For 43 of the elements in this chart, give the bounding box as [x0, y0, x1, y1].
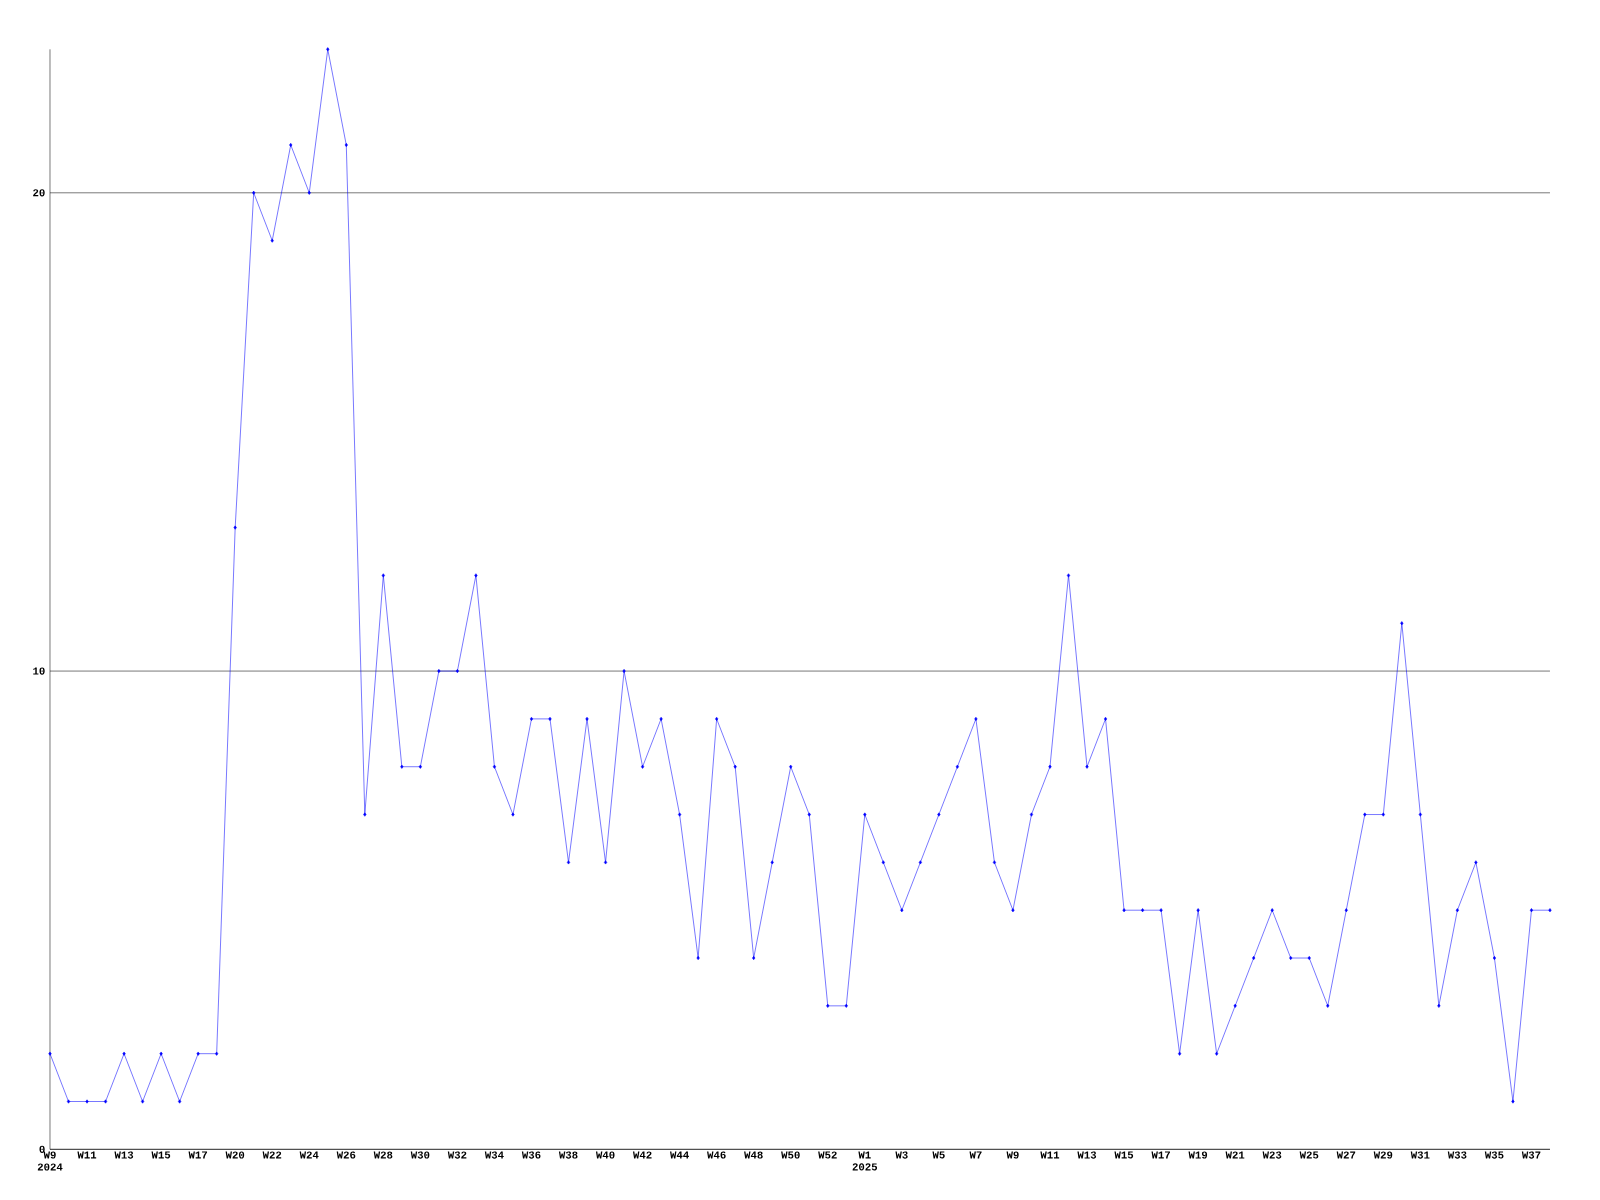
x-tick-label: W11: [77, 1151, 97, 1159]
x-tick-label: W13: [1077, 1151, 1097, 1159]
y-tick-label: 0: [39, 1145, 45, 1153]
x-tick-label: W50: [781, 1151, 800, 1159]
x-tick-label: W20: [225, 1151, 245, 1159]
x-tick-label: W36: [521, 1151, 541, 1159]
x-tick-label: W40: [595, 1151, 615, 1159]
x-tick-label: W3: [895, 1151, 908, 1159]
x-tick-label: W15: [1114, 1151, 1134, 1159]
x-tick-label: W34: [484, 1151, 504, 1159]
x-tick-label: W5: [932, 1151, 945, 1159]
x-tick-label: W9: [1006, 1151, 1019, 1159]
x-tick-label: W13: [114, 1151, 134, 1159]
x-tick-label: W26: [336, 1151, 356, 1159]
x-tick-label: W29: [1373, 1151, 1393, 1159]
x-tick-label: W44: [670, 1151, 689, 1159]
x-tick-label: W23: [1262, 1151, 1282, 1159]
x-tick-label: W46: [707, 1151, 726, 1159]
x-tick-label: W15: [151, 1151, 171, 1159]
x-tick-label: W11: [1040, 1151, 1060, 1159]
x-tick-label: W22: [262, 1151, 282, 1159]
y-tick-label: 10: [33, 667, 45, 675]
x-tick-label: W28: [373, 1151, 393, 1159]
y-tick-label: 20: [33, 189, 45, 197]
x-tick-label: W17: [1151, 1151, 1170, 1159]
x-tick-label: W19: [1188, 1151, 1208, 1159]
x-tick-label: W21: [1225, 1151, 1245, 1159]
x-tick-label: W48: [744, 1151, 763, 1159]
x-tick-label: W42: [632, 1151, 652, 1159]
x-tick-label: W31: [1410, 1151, 1430, 1159]
x-tick-label: W38: [558, 1151, 578, 1159]
x-tick-label: W52: [818, 1151, 837, 1159]
x-tick-label: W17: [188, 1151, 208, 1159]
x-tick-label: W27: [1336, 1151, 1356, 1159]
x-tick-label: W7: [969, 1151, 982, 1159]
x-tick-label: W1 2025: [852, 1151, 878, 1171]
x-tick-label: W30: [410, 1151, 430, 1159]
x-tick-label: W37: [1521, 1151, 1541, 1159]
x-tick-label: W35: [1484, 1151, 1504, 1159]
x-tick-label: W33: [1447, 1151, 1467, 1159]
x-tick-label: W24: [299, 1151, 319, 1159]
x-tick-label: W32: [447, 1151, 467, 1159]
x-tick-label: W25: [1299, 1151, 1319, 1159]
